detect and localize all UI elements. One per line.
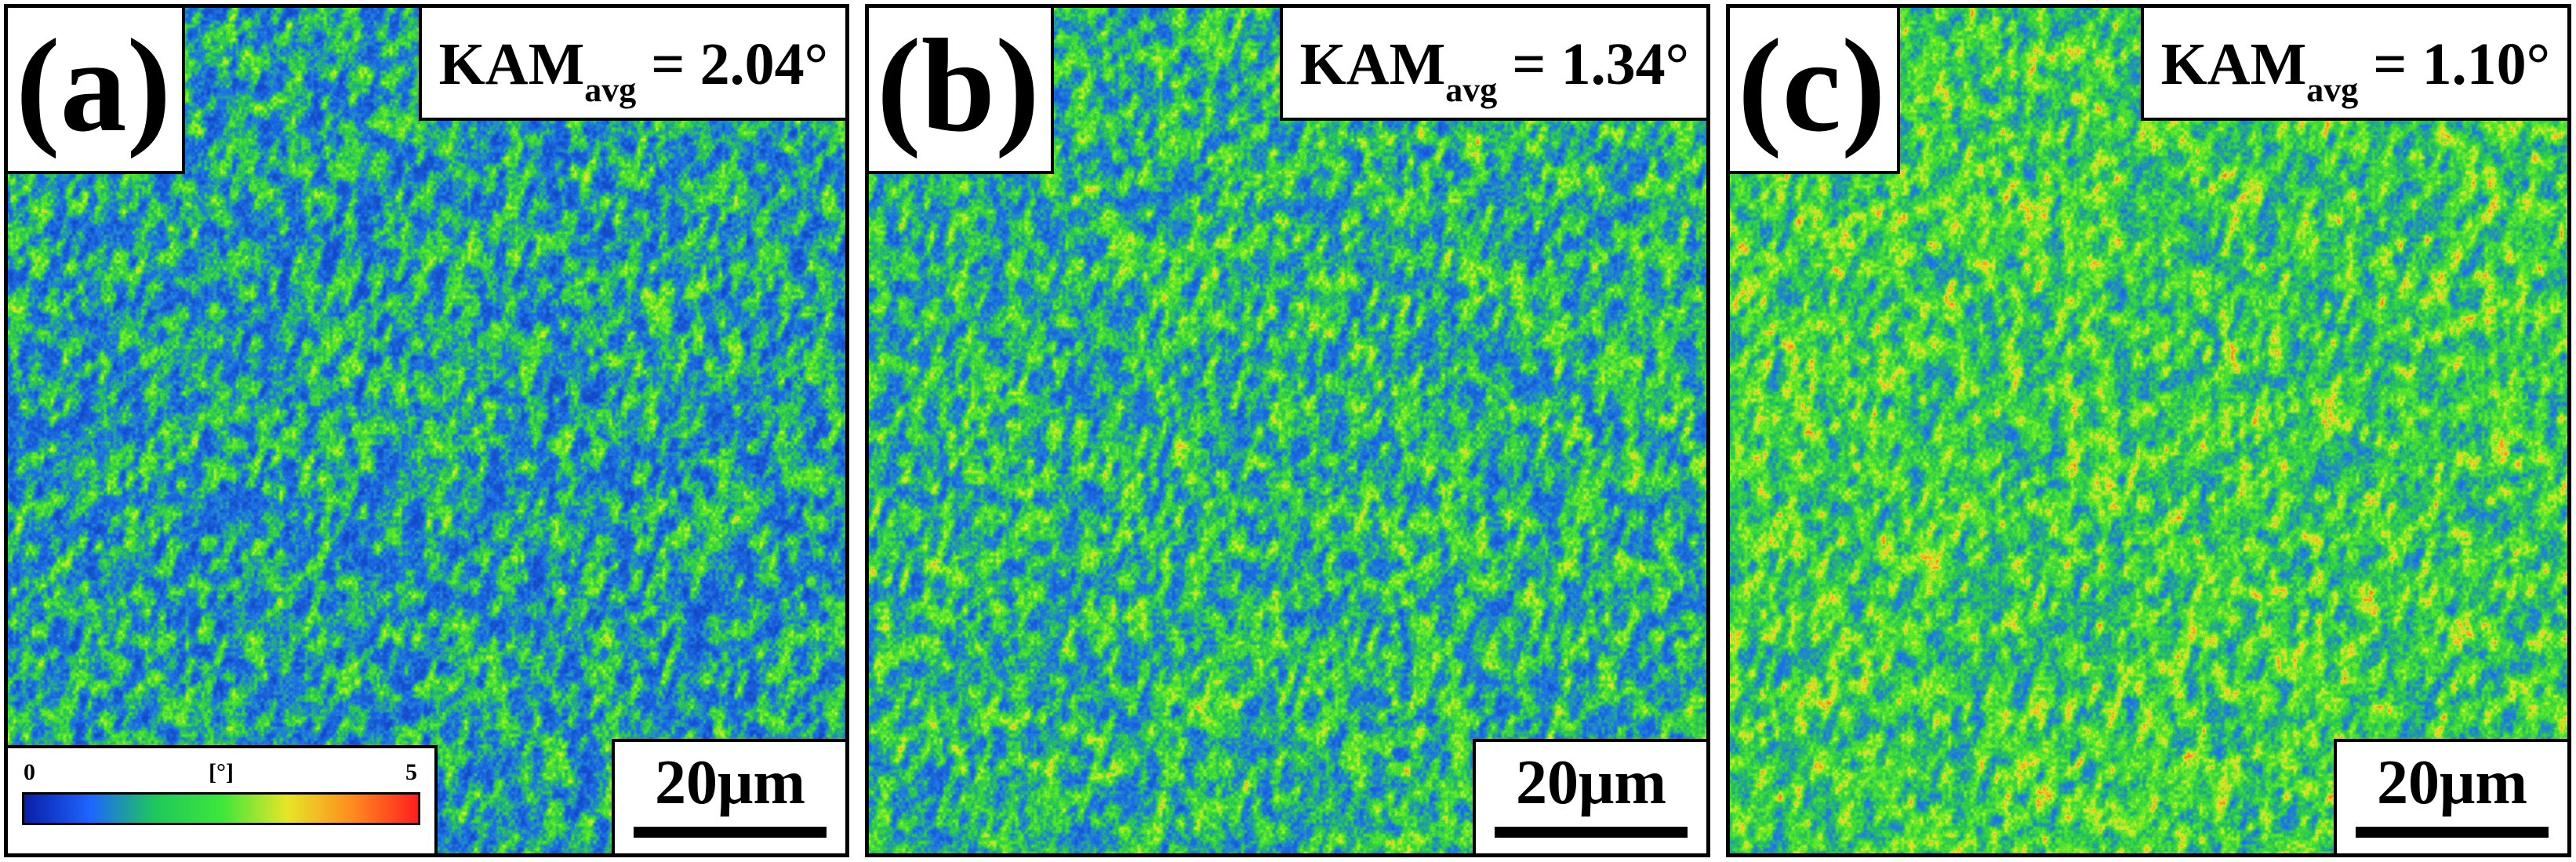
legend-color-bar <box>22 792 420 825</box>
kam-value-b: = 1.34° <box>1497 31 1689 97</box>
kam-panel-c: (c) KAMavg = 1.10° 20μm <box>1726 4 2571 857</box>
kam-panel-b: (b) KAMavg = 1.34° 20μm <box>865 4 1710 857</box>
kam-average-label-b: KAMavg = 1.34° <box>1279 8 1706 121</box>
kam-text-c: KAM <box>2160 31 2307 97</box>
kam-value-c: = 1.10° <box>2358 31 2550 97</box>
legend-max-label: 5 <box>405 759 417 785</box>
legend-unit-label: [°] <box>209 759 234 785</box>
kam-text-a: KAM <box>438 31 585 97</box>
scale-label-c: 20μm <box>2377 748 2527 817</box>
scale-label-b: 20μm <box>1516 748 1666 817</box>
kam-panel-a: (a) KAMavg = 2.04° 0 [°] 5 20μm <box>4 4 849 857</box>
scale-bar-box-c: 20μm <box>2334 739 2567 853</box>
kam-average-label-a: KAMavg = 2.04° <box>418 8 845 121</box>
scale-label-a: 20μm <box>655 748 805 817</box>
legend-min-label: 0 <box>24 759 35 785</box>
kam-sub-a: avg <box>584 71 637 109</box>
kam-sub-c: avg <box>2306 71 2359 109</box>
panel-label-b: (b) <box>869 8 1054 174</box>
scale-bar-box-a: 20μm <box>612 739 845 853</box>
kam-text-b: KAM <box>1299 31 1446 97</box>
scale-bar-c <box>2356 827 2549 838</box>
scale-bar-box-b: 20μm <box>1473 739 1706 853</box>
panel-label-a: (a) <box>8 8 186 174</box>
kam-average-label-c: KAMavg = 1.10° <box>2140 8 2567 121</box>
kam-color-legend: 0 [°] 5 <box>8 745 438 853</box>
scale-bar-a <box>634 827 827 838</box>
panel-label-c: (c) <box>1730 8 1900 174</box>
scale-bar-b <box>1495 827 1688 838</box>
kam-sub-b: avg <box>1445 71 1498 109</box>
kam-value-a: = 2.04° <box>636 31 828 97</box>
